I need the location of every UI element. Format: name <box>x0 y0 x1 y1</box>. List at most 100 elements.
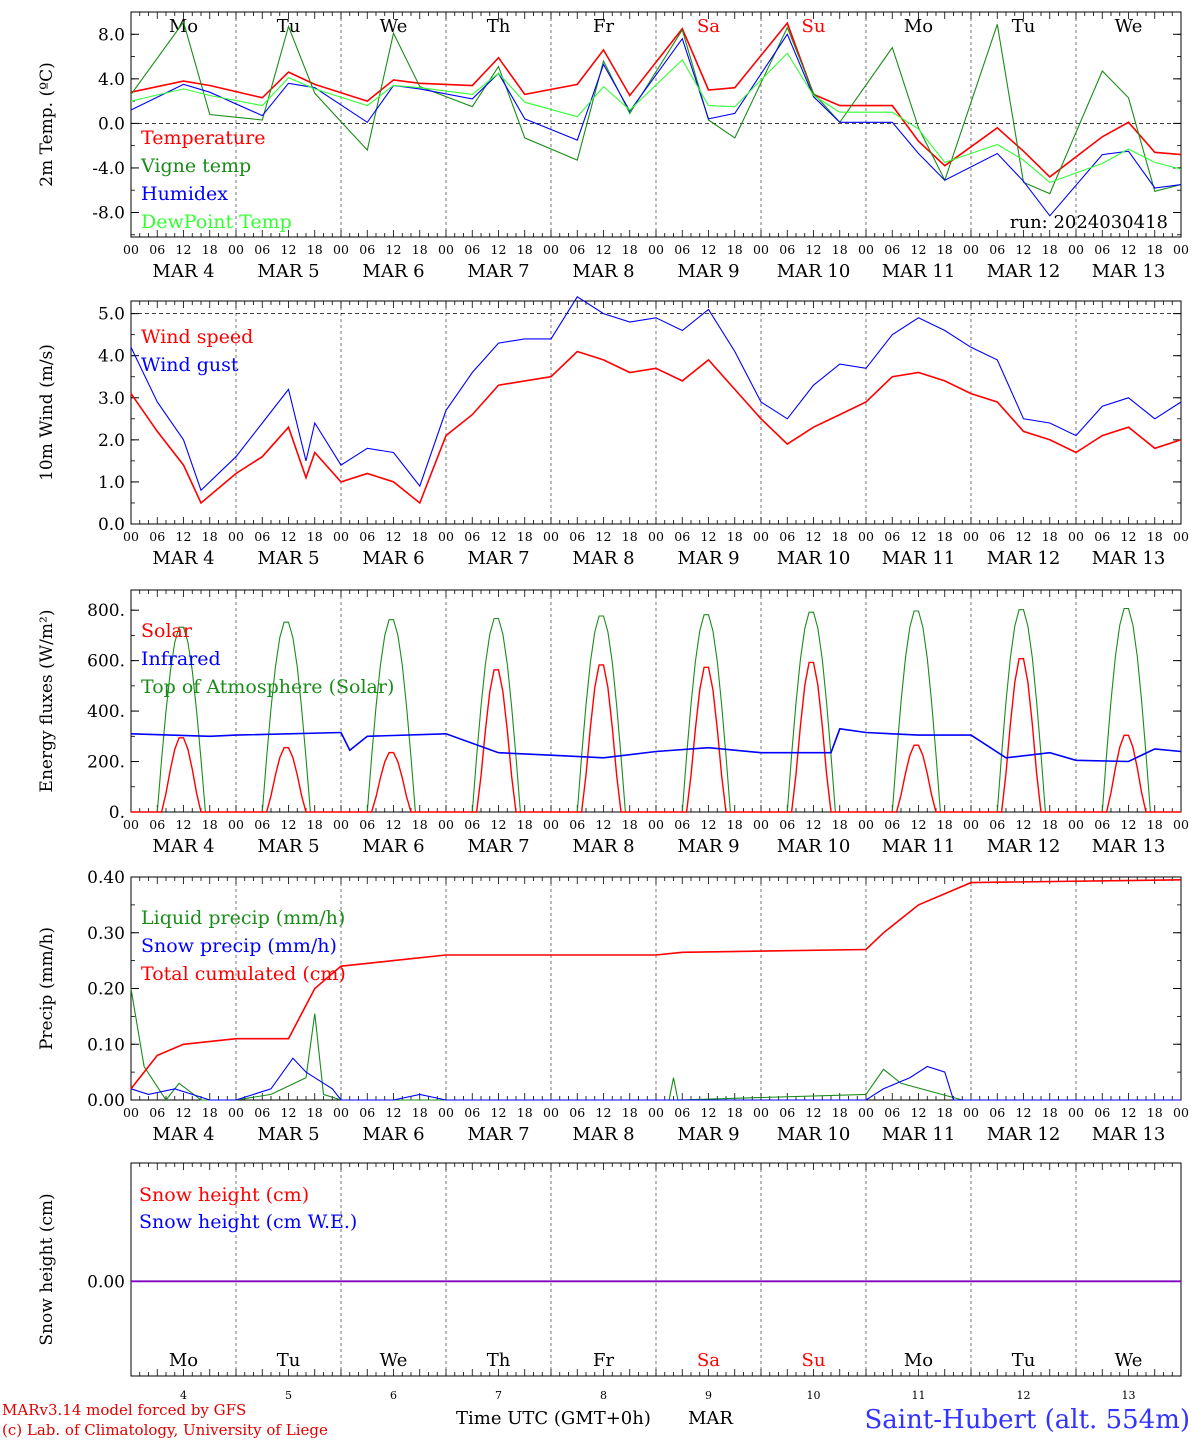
toa-solar-curve <box>656 614 761 813</box>
legend-entry: Liquid precip (mm/h) <box>141 907 345 929</box>
hour-tick-label: 18 <box>937 529 953 544</box>
hour-tick-label: 00 <box>753 242 769 257</box>
date-label: MAR 4 <box>152 1124 214 1145</box>
hour-tick-label: 18 <box>202 242 218 257</box>
hour-tick-label: 12 <box>806 1105 822 1120</box>
hour-tick-label: 12 <box>1121 1105 1137 1120</box>
toa-solar-curve <box>1076 607 1181 813</box>
date-label: MAR 7 <box>467 1124 529 1145</box>
hour-tick-label: 12 <box>1016 529 1032 544</box>
day-number-label: 8 <box>600 1389 607 1402</box>
date-label: MAR 8 <box>572 836 634 857</box>
hour-tick-label: 06 <box>464 817 480 832</box>
hour-tick-label: 06 <box>254 817 270 832</box>
hour-tick-label: 06 <box>569 529 585 544</box>
hour-tick-label: 12 <box>1121 529 1137 544</box>
series-line <box>130 988 1181 1101</box>
weekday-label: Tu <box>1012 1350 1036 1371</box>
hour-tick-label: 18 <box>727 817 743 832</box>
weekday-label: Tu <box>277 1350 301 1371</box>
date-label: MAR 12 <box>987 548 1061 569</box>
hour-tick-label: 12 <box>596 817 612 832</box>
hour-tick-label: 06 <box>254 1105 270 1120</box>
hour-tick-label: 00 <box>333 817 349 832</box>
hour-tick-label: 00 <box>123 817 139 832</box>
legend-entry: Vigne temp <box>140 155 251 177</box>
legend-entry: Total cumulated (cm) <box>141 963 346 985</box>
weekday-label: Mo <box>169 16 198 37</box>
day-number-label: 11 <box>912 1389 926 1402</box>
hour-tick-label: 18 <box>517 817 533 832</box>
hour-tick-label: 12 <box>1016 817 1032 832</box>
hour-tick-label: 12 <box>281 817 297 832</box>
hour-tick-label: 00 <box>228 529 244 544</box>
hour-tick-label: 06 <box>989 817 1005 832</box>
y-axis-label: Energy fluxes (W/m²) <box>37 610 57 793</box>
date-label: MAR 7 <box>467 261 529 282</box>
hour-tick-label: 12 <box>701 817 717 832</box>
hour-tick-label: 12 <box>386 242 402 257</box>
weekday-label: Th <box>487 16 511 37</box>
weekday-label: Th <box>487 1350 511 1371</box>
month-label: MAR <box>688 1408 733 1429</box>
hour-tick-label: 00 <box>648 529 664 544</box>
solar-curve <box>971 658 1076 813</box>
series-line <box>130 1057 1181 1101</box>
hour-tick-label: 18 <box>937 242 953 257</box>
day-number-label: 5 <box>285 1389 292 1402</box>
hour-tick-label: 18 <box>307 1105 323 1120</box>
hour-tick-label: 12 <box>701 242 717 257</box>
day-number-label: 10 <box>807 1389 821 1402</box>
solar-curve <box>551 664 656 813</box>
hour-tick-label: 06 <box>149 242 165 257</box>
hour-tick-label: 12 <box>491 529 507 544</box>
hour-tick-label: 18 <box>1042 817 1058 832</box>
series-line <box>130 52 1182 184</box>
hour-tick-label: 00 <box>648 817 664 832</box>
y-tick-label: 0.10 <box>87 1035 125 1055</box>
hour-tick-label: 18 <box>832 817 848 832</box>
legend-entry: Solar <box>141 620 193 642</box>
toa-solar-curve <box>236 621 341 813</box>
legend-entry: Snow precip (mm/h) <box>141 935 337 957</box>
date-label: MAR 10 <box>777 548 851 569</box>
hour-tick-label: 18 <box>727 1105 743 1120</box>
y-tick-label: 200. <box>87 753 125 773</box>
toa-solar-curve <box>551 615 656 813</box>
hour-tick-label: 06 <box>674 817 690 832</box>
hour-tick-label: 12 <box>176 529 192 544</box>
series-line <box>130 33 1182 217</box>
hour-tick-label: 12 <box>806 529 822 544</box>
hour-tick-label: 06 <box>779 242 795 257</box>
hour-tick-label: 12 <box>806 817 822 832</box>
date-label: MAR 4 <box>152 548 214 569</box>
weekday-label: Sa <box>697 1350 720 1371</box>
hour-tick-label: 06 <box>149 529 165 544</box>
hour-tick-label: 12 <box>911 1105 927 1120</box>
date-label: MAR 10 <box>777 836 851 857</box>
solar-curve <box>1076 734 1181 813</box>
hour-tick-label: 12 <box>911 817 927 832</box>
weekday-label: We <box>1115 16 1143 37</box>
date-label: MAR 11 <box>882 1124 956 1145</box>
hour-tick-label: 12 <box>1016 1105 1032 1120</box>
weekday-label: Mo <box>904 1350 933 1371</box>
hour-tick-label: 12 <box>491 817 507 832</box>
y-tick-label: 5.0 <box>98 305 125 325</box>
hour-tick-label: 00 <box>1173 242 1189 257</box>
weekday-label: Mo <box>904 16 933 37</box>
panel-3: 800. 600. 400. 200. 0. Energy fluxes (W/m²) 00… <box>37 589 1189 857</box>
date-label: MAR 12 <box>987 836 1061 857</box>
hour-tick-label: 00 <box>333 529 349 544</box>
hour-tick-label: 18 <box>307 242 323 257</box>
date-label: MAR 6 <box>362 548 424 569</box>
date-label: MAR 4 <box>152 836 214 857</box>
hour-tick-label: 00 <box>543 1105 559 1120</box>
weekday-label: We <box>380 16 408 37</box>
hour-tick-label: 12 <box>596 242 612 257</box>
footer: MARv3.14 model forced by GFS (c) Lab. of … <box>2 1401 1190 1439</box>
hour-tick-label: 18 <box>1147 1105 1163 1120</box>
date-label: MAR 8 <box>572 1124 634 1145</box>
toa-solar-curve <box>761 611 866 813</box>
